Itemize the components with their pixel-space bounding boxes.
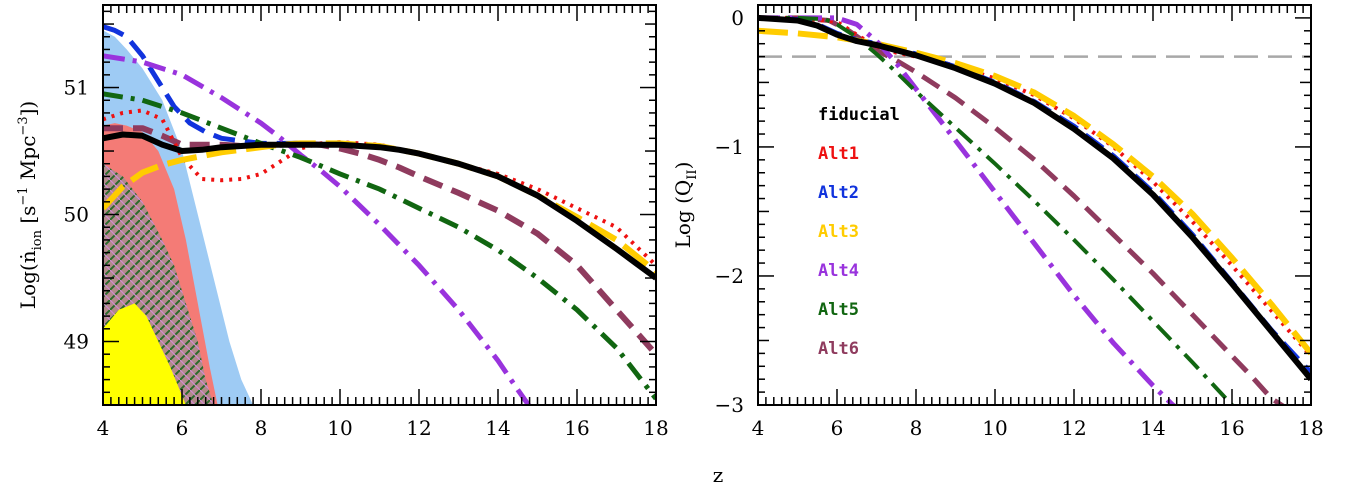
legend-entry-alt4: Alt4 xyxy=(818,261,859,281)
right-x-tick-label: 14 xyxy=(1140,416,1165,440)
right-legend: fiducial Alt1 Alt2 Alt3 Alt4 Alt5 Alt6 xyxy=(818,105,900,359)
right-x-tick-label: 16 xyxy=(1219,416,1244,440)
right-series-alt5 xyxy=(758,15,1236,405)
left-series-series-7 xyxy=(103,131,656,281)
right-y-tick-label: −2 xyxy=(715,264,744,288)
legend-entry-alt1: Alt1 xyxy=(818,144,859,164)
left-band-yellow xyxy=(103,303,186,405)
right-y-axis-label: Log (QII) xyxy=(671,162,700,249)
right-series-fiducial xyxy=(758,14,1311,382)
legend-entry-alt2: Alt2 xyxy=(818,183,859,203)
left-x-tick-label: 12 xyxy=(406,416,431,440)
right-series-alt6 xyxy=(758,15,1286,405)
left-axes: 4 6 8 10 12 14 16 18 49 50 51 xyxy=(64,4,669,440)
left-plot-area xyxy=(103,24,656,405)
left-x-tick-label: 8 xyxy=(255,416,268,440)
right-y-tick-label: −1 xyxy=(715,135,744,159)
right-chart-panel: 4 6 8 10 12 14 16 18 −3 −2 −1 0 Log (QII) fiducial A… xyxy=(671,4,1324,440)
left-series-series-5 xyxy=(103,91,656,401)
right-series-alt4 xyxy=(758,15,1178,405)
right-y-tick-label: 0 xyxy=(731,6,744,30)
left-series-series-4 xyxy=(103,53,532,405)
left-chart-panel: 4 6 8 10 12 14 16 18 49 50 51 Log(ṅion [s−1 Mpc−3]… xyxy=(16,4,669,440)
left-x-tick-label: 14 xyxy=(485,416,510,440)
legend-entry-alt3: Alt3 xyxy=(818,222,859,242)
right-x-tick-label: 8 xyxy=(910,416,923,440)
right-axes: 4 6 8 10 12 14 16 18 −3 −2 −1 0 xyxy=(715,4,1324,440)
right-plot-area xyxy=(758,14,1311,405)
left-x-tick-label: 18 xyxy=(643,416,668,440)
legend-entry-fiducial: fiducial xyxy=(818,105,900,125)
right-x-tick-label: 18 xyxy=(1298,416,1323,440)
right-series-alt1 xyxy=(758,15,1311,358)
left-y-tick-label: 51 xyxy=(64,76,89,100)
right-x-tick-label: 12 xyxy=(1061,416,1086,440)
left-y-axis-label: Log(ṅion [s−1 Mpc−3]) xyxy=(16,101,45,309)
right-y-tick-label: −3 xyxy=(715,393,744,417)
shared-x-axis-label: z xyxy=(713,463,724,487)
left-x-tick-label: 6 xyxy=(176,416,189,440)
left-x-tick-label: 10 xyxy=(327,416,352,440)
left-y-tick-label: 50 xyxy=(64,203,89,227)
legend-entry-alt6: Alt6 xyxy=(818,339,859,359)
legend-entry-alt5: Alt5 xyxy=(818,300,859,320)
right-x-tick-label: 4 xyxy=(752,416,765,440)
left-x-tick-label: 16 xyxy=(564,416,589,440)
left-x-tick-label: 4 xyxy=(97,416,110,440)
right-x-tick-label: 10 xyxy=(982,416,1007,440)
right-x-tick-label: 6 xyxy=(831,416,844,440)
left-y-tick-label: 49 xyxy=(64,330,89,354)
